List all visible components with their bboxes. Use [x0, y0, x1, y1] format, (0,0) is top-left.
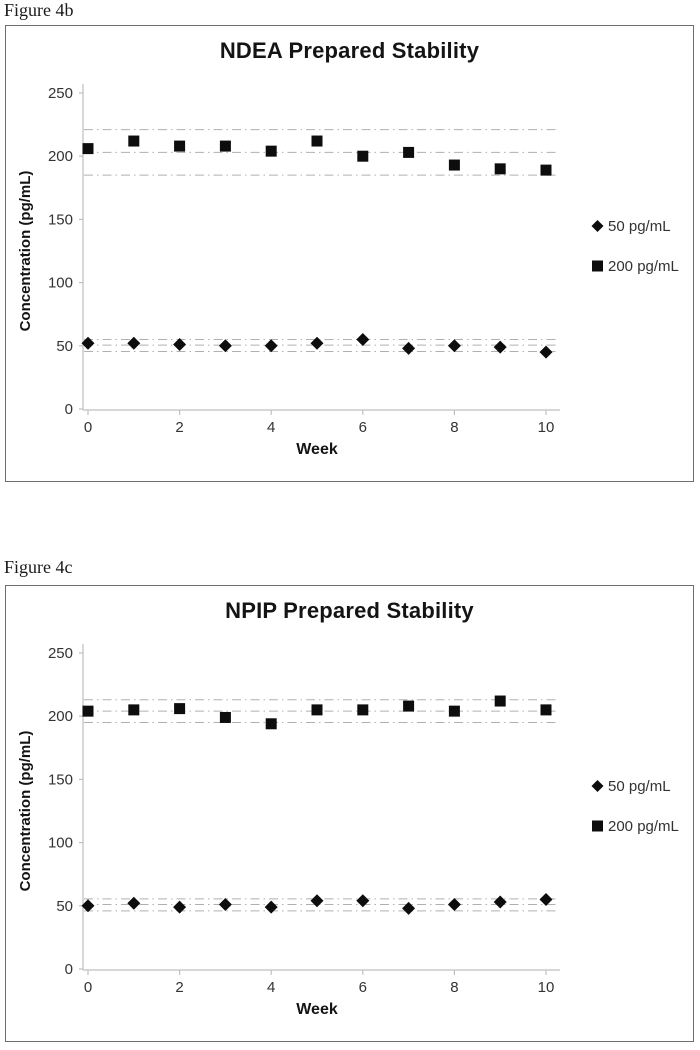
npip-chart-title: NPIP Prepared Stability	[225, 598, 474, 623]
legend-square-marker-icon	[592, 820, 603, 832]
svg-text:4: 4	[267, 419, 275, 436]
legend-label: 50 pg/mL	[608, 218, 671, 235]
y-axis-title: Concentration (pg/mL)	[17, 171, 34, 332]
series-200-pg-ml	[82, 135, 552, 176]
svg-text:4: 4	[267, 979, 275, 996]
y-axis-ticks: 0 50 100 150 200 250	[48, 645, 83, 978]
svg-text:50: 50	[56, 338, 73, 355]
limit-lines	[84, 699, 558, 912]
svg-text:10: 10	[538, 419, 555, 436]
svg-text:200: 200	[48, 148, 73, 165]
svg-text:100: 100	[48, 275, 73, 292]
legend: 50 pg/mL 200 pg/mL	[591, 778, 679, 835]
legend-label: 50 pg/mL	[608, 778, 671, 795]
svg-text:10: 10	[538, 979, 555, 996]
x-axis-ticks: 0 2 4 6 8 10	[84, 970, 555, 996]
svg-text:100: 100	[48, 835, 73, 852]
series-200-pg-ml	[82, 695, 552, 730]
figure-label-4b: Figure 4b	[4, 0, 74, 20]
svg-text:2: 2	[175, 979, 183, 996]
y-axis-title: Concentration (pg/mL)	[17, 731, 34, 892]
x-axis-ticks: 0 2 4 6 8 10	[84, 410, 555, 436]
svg-text:8: 8	[450, 419, 458, 436]
svg-text:0: 0	[84, 979, 92, 996]
svg-text:150: 150	[48, 211, 73, 228]
figure-label-4c: Figure 4c	[4, 557, 73, 577]
figure-4c-block: Figure 4c NPIP Prepared Stability 0 50 100…	[0, 557, 700, 1047]
npip-chart-box: NPIP Prepared Stability 0 50 100 150 200 250 0…	[5, 585, 694, 1042]
legend-square-marker-icon	[592, 260, 603, 272]
svg-text:8: 8	[450, 979, 458, 996]
legend-label: 200 pg/mL	[608, 818, 679, 835]
legend: 50 pg/mL 200 pg/mL	[591, 218, 679, 275]
svg-text:2: 2	[175, 419, 183, 436]
svg-text:0: 0	[65, 961, 73, 978]
legend-label: 200 pg/mL	[608, 258, 679, 275]
figure-4b-block: Figure 4b NDEA Prepared Stability 0 50 100…	[0, 0, 700, 490]
ndea-chart-title: NDEA Prepared Stability	[219, 38, 480, 63]
axes	[82, 644, 560, 971]
ndea-chart-box: NDEA Prepared Stability 0 50 100 150 200 250 0…	[5, 25, 694, 482]
x-axis-title: Week	[296, 1001, 338, 1018]
legend-diamond-marker-icon	[591, 780, 604, 792]
limit-lines	[84, 129, 558, 352]
npip-chart-plot: 0 50 100 150 200 250 0 2 4 6 8 10 Week Concentration …	[17, 644, 679, 1018]
svg-text:50: 50	[56, 898, 73, 915]
series-50-pg-ml	[81, 892, 553, 915]
svg-text:0: 0	[84, 419, 92, 436]
svg-text:250: 250	[48, 85, 73, 102]
y-axis-ticks: 0 50 100 150 200 250	[48, 85, 83, 418]
svg-text:150: 150	[48, 771, 73, 788]
legend-diamond-marker-icon	[591, 220, 604, 232]
svg-text:200: 200	[48, 708, 73, 725]
svg-text:0: 0	[65, 401, 73, 418]
svg-text:6: 6	[359, 419, 367, 436]
svg-text:250: 250	[48, 645, 73, 662]
ndea-chart-plot: 0 50 100 150 200 250 0 2 4 6 8 10 Week Concentration …	[17, 84, 679, 458]
svg-text:6: 6	[359, 979, 367, 996]
x-axis-title: Week	[296, 441, 338, 458]
series-50-pg-ml	[81, 332, 553, 359]
axes	[82, 84, 560, 411]
